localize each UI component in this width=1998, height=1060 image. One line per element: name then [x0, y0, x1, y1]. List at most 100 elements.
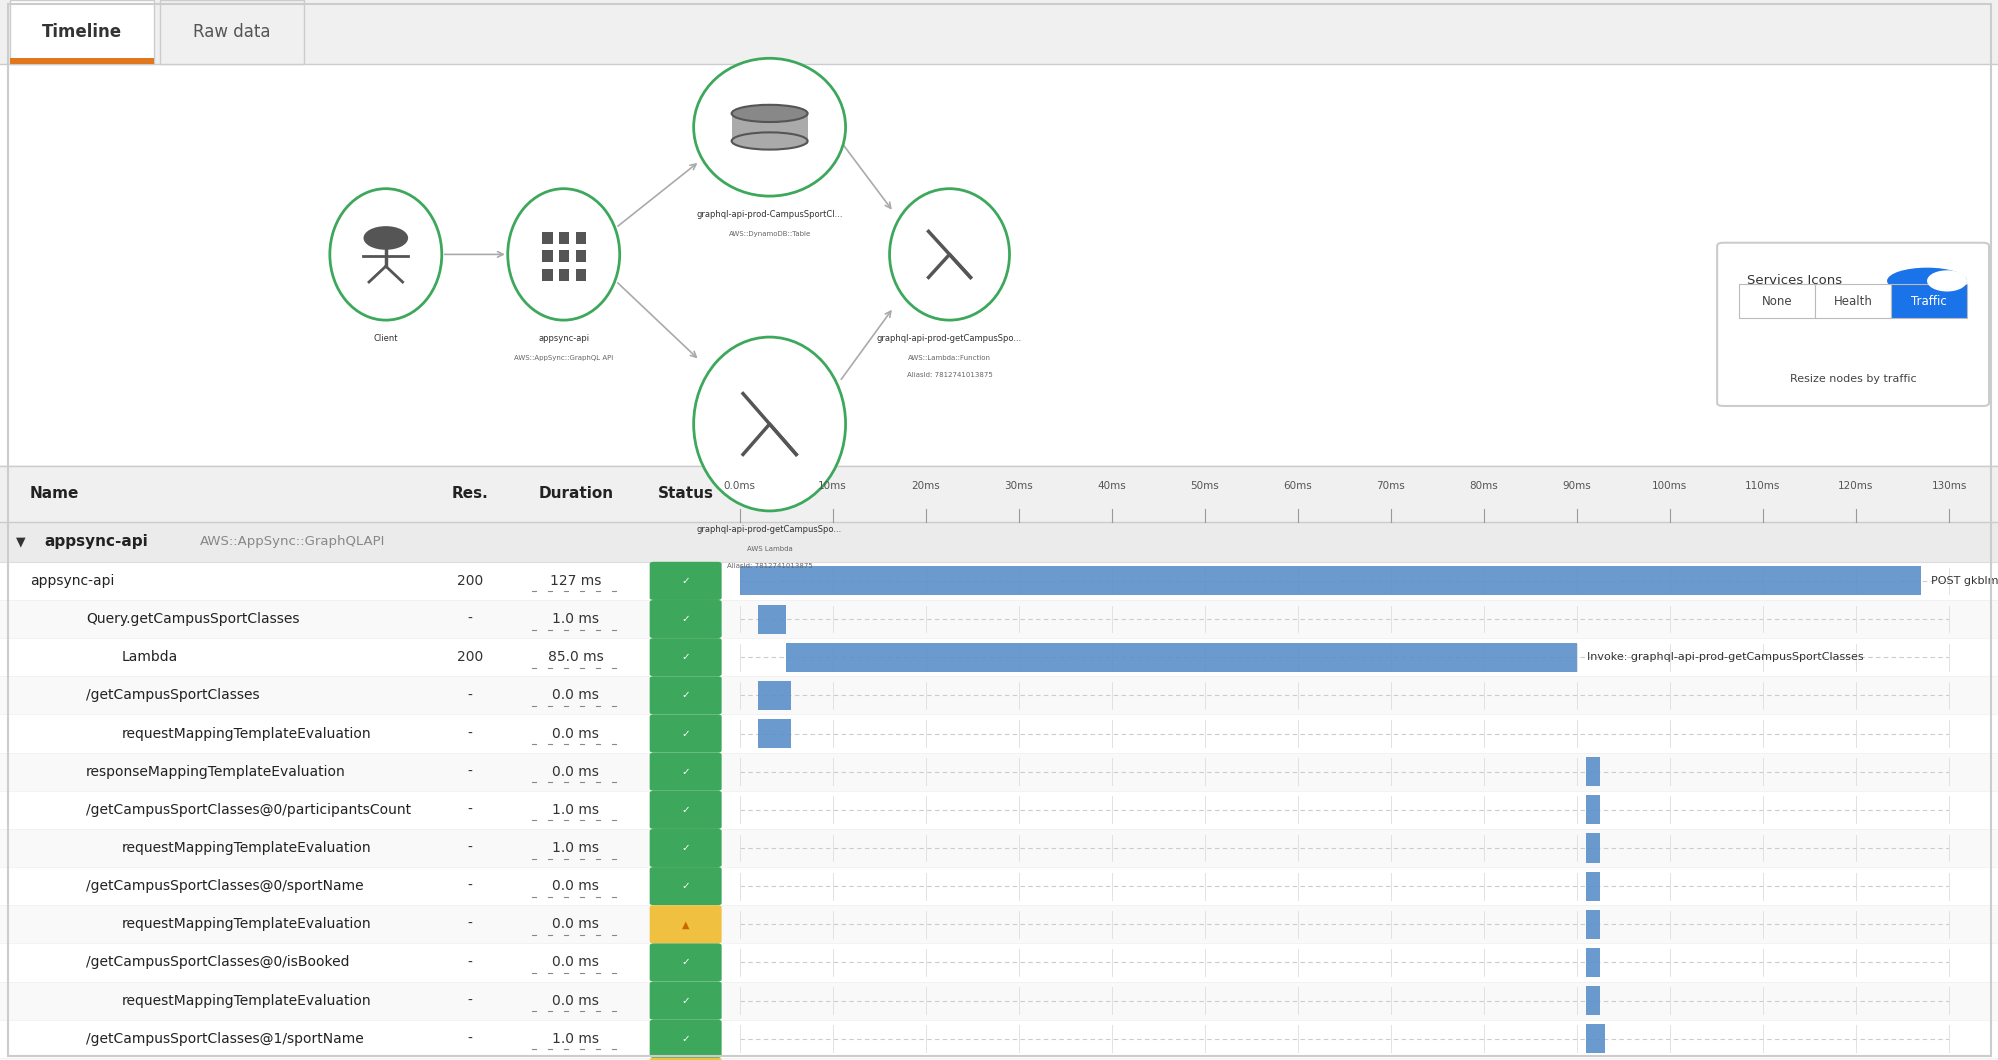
Text: ✓: ✓ — [681, 728, 689, 739]
Text: Status: Status — [657, 487, 713, 501]
Text: 110ms: 110ms — [1744, 480, 1780, 491]
FancyBboxPatch shape — [649, 562, 721, 600]
Circle shape — [364, 226, 408, 250]
Text: -: - — [468, 688, 472, 703]
Bar — [1586, 909, 1598, 939]
Text: 0.0 ms: 0.0 ms — [551, 726, 599, 741]
Text: ✓: ✓ — [681, 805, 689, 815]
Text: AliasId: 7812741013875: AliasId: 7812741013875 — [727, 563, 811, 569]
Bar — [1586, 795, 1598, 825]
Text: 80ms: 80ms — [1469, 480, 1497, 491]
Text: -: - — [468, 764, 472, 779]
Text: graphql-api-prod-CampusSportCl...: graphql-api-prod-CampusSportCl... — [695, 210, 843, 218]
Text: Raw data: Raw data — [194, 23, 270, 40]
Bar — [575, 269, 585, 281]
FancyBboxPatch shape — [649, 867, 721, 905]
Text: -: - — [468, 841, 472, 855]
Ellipse shape — [330, 189, 442, 320]
Bar — [0, 1058, 1998, 1060]
Bar — [1586, 1024, 1604, 1054]
FancyBboxPatch shape — [1738, 284, 1814, 318]
Text: 1.0 ms: 1.0 ms — [551, 841, 599, 855]
Text: graphql-api-prod-getCampusSpo...: graphql-api-prod-getCampusSpo... — [877, 334, 1021, 342]
Bar — [1586, 833, 1598, 863]
FancyBboxPatch shape — [649, 905, 721, 943]
Bar — [559, 269, 569, 281]
Text: AWS::AppSync::GraphQL API: AWS::AppSync::GraphQL API — [513, 355, 613, 361]
Text: -: - — [468, 612, 472, 626]
Bar — [0, 0, 1998, 64]
Text: 50ms: 50ms — [1191, 480, 1219, 491]
Bar — [731, 113, 807, 144]
Text: -: - — [468, 993, 472, 1008]
Bar — [0, 676, 1998, 714]
Text: Invoke: graphql-api-prod-getCampusSportClasses: Invoke: graphql-api-prod-getCampusSportC… — [1586, 652, 1862, 662]
Bar — [0, 791, 1998, 829]
Bar — [10, 0, 154, 64]
Text: 10ms: 10ms — [817, 480, 847, 491]
FancyBboxPatch shape — [649, 753, 721, 791]
Text: -: - — [468, 1031, 472, 1046]
Bar — [575, 250, 585, 262]
Text: 85.0 ms: 85.0 ms — [547, 650, 603, 665]
Bar — [0, 867, 1998, 905]
Text: graphql-api-prod-getCampusSpo...: graphql-api-prod-getCampusSpo... — [697, 525, 841, 533]
Text: 130ms: 130ms — [1930, 480, 1966, 491]
Text: ✓: ✓ — [681, 843, 689, 853]
Text: 0.0 ms: 0.0 ms — [551, 879, 599, 894]
Bar — [0, 600, 1998, 638]
Bar — [541, 250, 551, 262]
Bar — [0, 466, 1998, 522]
FancyBboxPatch shape — [649, 638, 721, 676]
Bar — [559, 232, 569, 244]
Text: 0.0 ms: 0.0 ms — [551, 993, 599, 1008]
Bar — [0, 562, 1998, 600]
Text: 1.0 ms: 1.0 ms — [551, 1031, 599, 1046]
Text: -: - — [468, 726, 472, 741]
Bar — [0, 753, 1998, 791]
Text: 40ms: 40ms — [1097, 480, 1125, 491]
Text: AWS::DynamoDB::Table: AWS::DynamoDB::Table — [727, 231, 811, 237]
Bar — [0, 982, 1998, 1020]
FancyBboxPatch shape — [649, 600, 721, 638]
Text: /getCampusSportClasses: /getCampusSportClasses — [86, 688, 260, 703]
Text: 120ms: 120ms — [1838, 480, 1872, 491]
Bar — [0, 905, 1998, 943]
Text: None: None — [1760, 295, 1792, 307]
Text: 1.0 ms: 1.0 ms — [551, 612, 599, 626]
Text: ✓: ✓ — [681, 995, 689, 1006]
Ellipse shape — [1886, 267, 1966, 294]
Text: requestMappingTemplateEvaluation: requestMappingTemplateEvaluation — [122, 917, 372, 932]
Bar — [757, 681, 791, 710]
Bar — [739, 566, 1920, 596]
Bar — [785, 642, 1576, 672]
Text: appsync-api: appsync-api — [44, 534, 148, 549]
FancyBboxPatch shape — [649, 1020, 721, 1058]
Text: POST gkblmwsbmncznpljuv6g5gelu4.appsync-api.eu-wes...: POST gkblmwsbmncznpljuv6g5gelu4.appsync-… — [1930, 576, 1998, 586]
Bar — [0, 714, 1998, 753]
Bar — [0, 522, 1998, 562]
Text: appsync-api: appsync-api — [30, 573, 114, 588]
Text: AliasId: 7812741013875: AliasId: 7812741013875 — [907, 372, 991, 378]
Text: -: - — [468, 802, 472, 817]
Bar — [757, 719, 791, 748]
Text: Name: Name — [30, 487, 80, 501]
FancyBboxPatch shape — [649, 943, 721, 982]
Text: ▼: ▼ — [16, 535, 26, 548]
FancyBboxPatch shape — [649, 1058, 721, 1060]
FancyBboxPatch shape — [649, 791, 721, 829]
FancyBboxPatch shape — [649, 676, 721, 714]
Text: requestMappingTemplateEvaluation: requestMappingTemplateEvaluation — [122, 726, 372, 741]
Text: ▲: ▲ — [681, 919, 689, 930]
Text: 200: 200 — [456, 573, 484, 588]
Text: Resize nodes by traffic: Resize nodes by traffic — [1788, 374, 1916, 385]
Bar — [541, 232, 551, 244]
Bar — [0, 829, 1998, 867]
FancyBboxPatch shape — [649, 714, 721, 753]
Text: 1.0 ms: 1.0 ms — [551, 802, 599, 817]
FancyBboxPatch shape — [1716, 243, 1988, 406]
Ellipse shape — [731, 105, 807, 122]
Text: appsync-api: appsync-api — [537, 334, 589, 342]
Text: Query.getCampusSportClasses: Query.getCampusSportClasses — [86, 612, 300, 626]
Text: requestMappingTemplateEvaluation: requestMappingTemplateEvaluation — [122, 841, 372, 855]
